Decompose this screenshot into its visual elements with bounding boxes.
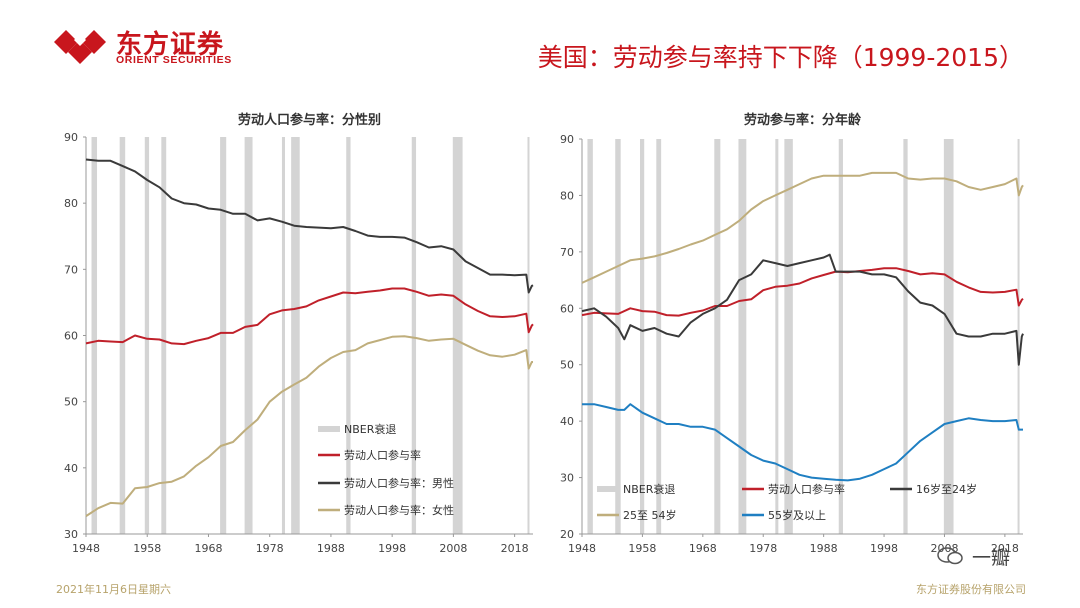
recession-band xyxy=(587,139,593,534)
y-tick-label: 30 xyxy=(64,528,78,541)
x-tick-label: 2018 xyxy=(501,542,529,555)
legend-label: 25至 54岁 xyxy=(623,508,677,522)
recession-band xyxy=(738,139,747,534)
recession-band xyxy=(220,137,227,534)
watermark-text: 一瓣 xyxy=(972,547,1011,569)
chart-gender: 劳动人口参与率：分性别 30 40 50 60 70 80 90 1948 1958 1968 197… xyxy=(50,100,550,560)
recession-band xyxy=(527,137,530,534)
x-tick-label: 1958 xyxy=(628,542,656,555)
series-line-total xyxy=(85,287,534,346)
legend-label: 劳动人口参与率 xyxy=(344,448,421,462)
recession-band xyxy=(639,139,645,534)
recession-band xyxy=(291,137,300,534)
recession-band xyxy=(452,137,463,534)
chart-age-svg: 劳动参与率：分年龄 20 30 40 50 60 70 80 90 1948 1958 1968 197… xyxy=(560,112,1024,555)
y-tick-label: 80 xyxy=(64,197,78,210)
watermark: 一瓣 xyxy=(936,543,1032,569)
y-tick-label: 60 xyxy=(560,302,574,315)
legend-label: 劳动人口参与率：女性 xyxy=(344,503,454,517)
x-tick-label: 1998 xyxy=(870,542,898,555)
y-tick-label: 70 xyxy=(560,246,574,259)
x-tick-label: 1948 xyxy=(72,542,100,555)
chart-gender-svg: 劳动人口参与率：分性别 30 40 50 60 70 80 90 1948 1958 1968 197… xyxy=(64,112,534,555)
series-line-female xyxy=(85,335,533,517)
x-tick-label: 1978 xyxy=(749,542,777,555)
series-line-age2554 xyxy=(581,171,1024,284)
y-tick-label: 90 xyxy=(560,133,574,146)
recession-band xyxy=(144,137,150,534)
x-tick-label: 1948 xyxy=(568,542,596,555)
series-line-male xyxy=(85,158,534,294)
x-tick-label: 1988 xyxy=(810,542,838,555)
y-tick-label: 60 xyxy=(64,330,78,343)
recession-band xyxy=(714,139,721,534)
legend-label: NBER衰退 xyxy=(623,482,675,496)
y-tick-label: 20 xyxy=(560,528,574,541)
recession-band xyxy=(775,139,779,534)
x-tick-label: 1968 xyxy=(689,542,717,555)
legend-label: 劳动人口参与率 xyxy=(768,482,845,496)
y-tick-label: 40 xyxy=(560,415,574,428)
recession-band xyxy=(119,137,126,534)
recession-band xyxy=(1017,139,1020,534)
recession-band xyxy=(903,139,908,534)
footer-date: 2021年11月6日星期六 xyxy=(56,583,171,596)
brand-name-en: ORIENT SECURITIES xyxy=(116,54,232,66)
x-tick-label: 1998 xyxy=(378,542,406,555)
recession-band xyxy=(838,139,843,534)
brand-diamond-icon xyxy=(54,30,106,64)
recession-band xyxy=(411,137,417,534)
y-tick-label: 80 xyxy=(560,189,574,202)
chart-title: 劳动参与率：分年龄 xyxy=(744,112,862,128)
chart-title: 劳动人口参与率：分性别 xyxy=(238,112,381,128)
recession-band xyxy=(244,137,253,534)
wechat-icon xyxy=(937,547,963,565)
y-tick-label: 40 xyxy=(64,462,78,475)
recession-band xyxy=(346,137,351,534)
recession-band xyxy=(615,139,621,534)
y-tick-label: 30 xyxy=(560,472,574,485)
x-tick-label: 1968 xyxy=(194,542,222,555)
slide-title: 美国：劳动参与率持下下降（1999-2015） xyxy=(537,43,1024,72)
x-tick-label: 1978 xyxy=(256,542,284,555)
y-tick-label: 90 xyxy=(64,131,78,144)
brand-logo: 东方证券 ORIENT SECURITIES xyxy=(52,26,252,70)
x-tick-label: 1988 xyxy=(317,542,345,555)
recession-band xyxy=(91,137,98,534)
y-tick-label: 50 xyxy=(64,396,78,409)
recession-band xyxy=(161,137,167,534)
series-line-age1624 xyxy=(581,253,1024,366)
y-tick-label: 50 xyxy=(560,359,574,372)
series-line-age55 xyxy=(582,403,1023,482)
legend-label: 16岁至24岁 xyxy=(916,482,977,496)
recession-band xyxy=(784,139,793,534)
recession-band xyxy=(656,139,662,534)
chart-age: 劳动参与率：分年龄 20 30 40 50 60 70 80 90 1948 1958 1968 197… xyxy=(545,100,1035,560)
footer-company: 东方证券股份有限公司 xyxy=(916,583,1026,596)
recession-band xyxy=(943,139,954,534)
brand-name-cn: 东方证券 xyxy=(116,30,225,60)
x-tick-label: 2008 xyxy=(439,542,467,555)
y-tick-label: 70 xyxy=(64,263,78,276)
legend-label: 55岁及以上 xyxy=(768,508,826,522)
recession-band xyxy=(281,137,286,534)
legend-label: NBER衰退 xyxy=(344,422,396,436)
legend-label: 劳动人口参与率：男性 xyxy=(344,476,454,490)
x-tick-label: 2018 xyxy=(991,542,1019,555)
x-tick-label: 1958 xyxy=(133,542,161,555)
series-line-total xyxy=(581,267,1024,317)
